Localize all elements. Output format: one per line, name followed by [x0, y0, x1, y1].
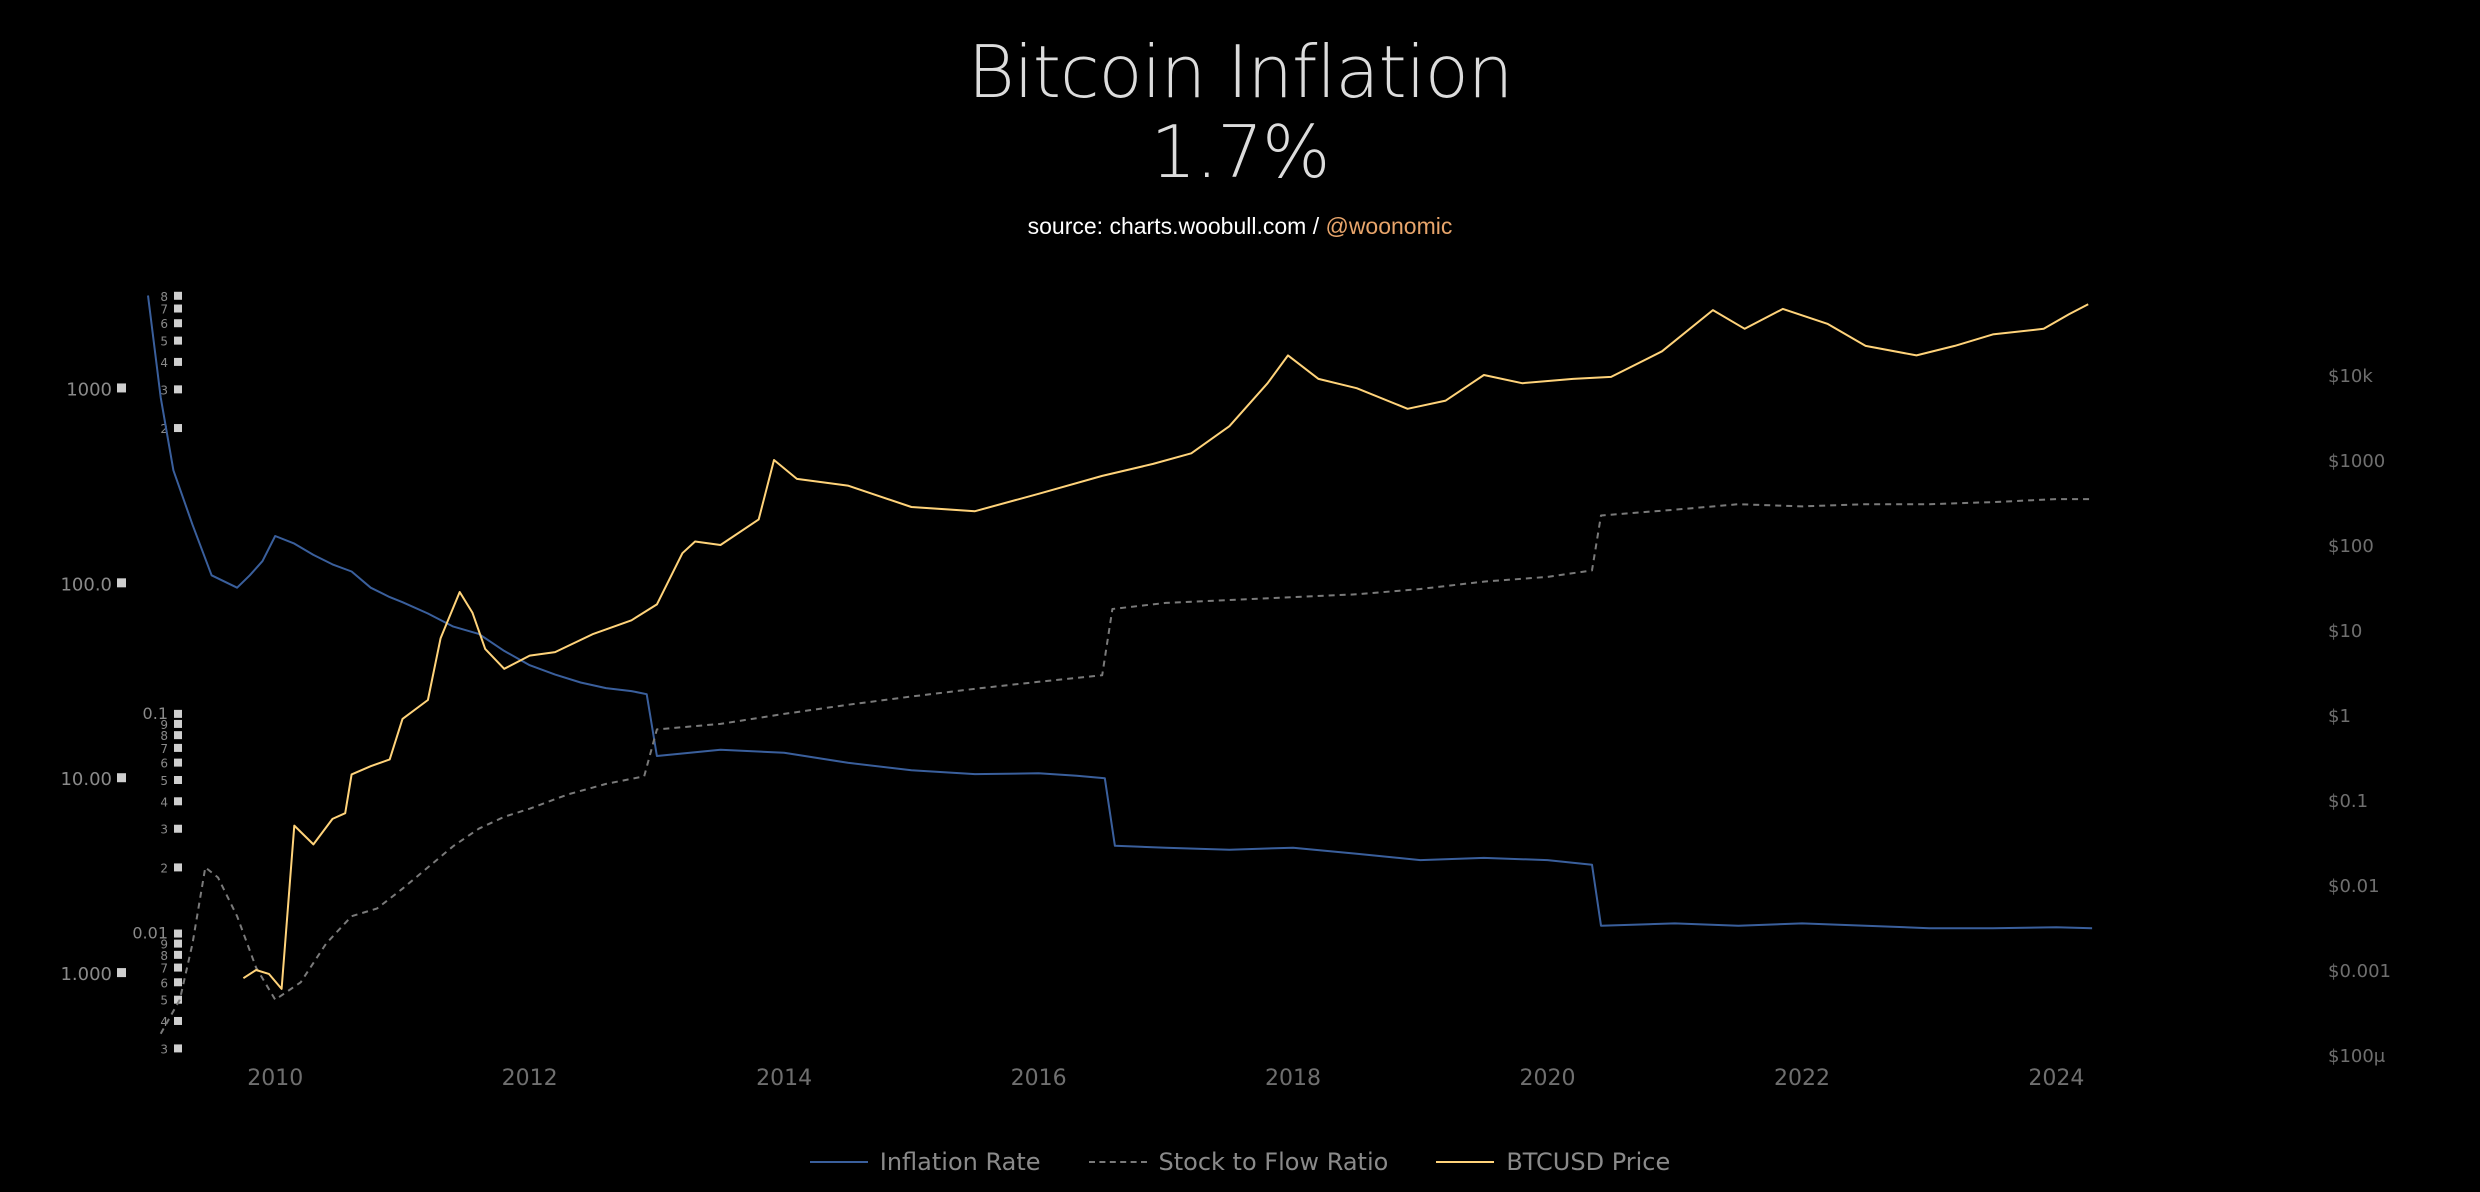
left-tick-label: 10.00	[60, 769, 112, 790]
x-tick-label: 2018	[1265, 1066, 1321, 1091]
source-handle-link[interactable]: @woonomic	[1325, 213, 1453, 239]
x-tick-label: 2024	[2028, 1066, 2084, 1091]
inner-tick-marker	[174, 336, 182, 345]
left-tick-marker	[117, 383, 126, 393]
inner-tick-marker	[174, 719, 182, 728]
right-tick-label: $10	[2328, 621, 2362, 642]
inner-tick-marker	[174, 731, 182, 740]
inner-tick-label: 6	[160, 317, 168, 331]
inner-tick-label: 4	[160, 1015, 168, 1029]
x-tick-label: 2016	[1011, 1066, 1067, 1091]
inner-tick-label: 4	[160, 795, 168, 809]
inner-tick-label: 6	[160, 976, 168, 990]
right-tick-label: $0.001	[2328, 961, 2391, 982]
inner-tick-label: 5	[160, 774, 168, 788]
inner-tick-marker	[174, 758, 182, 767]
inner-tick-marker	[174, 950, 182, 959]
x-tick-label: 2010	[247, 1066, 303, 1091]
inner-tick-label: 7	[160, 742, 168, 756]
inner-tick-label: 2	[160, 422, 168, 436]
inner-tick-label: 3	[160, 383, 168, 397]
inner-tick-marker	[174, 424, 182, 433]
legend-swatch-inflation-rate	[809, 1161, 868, 1163]
inner-tick-marker	[174, 929, 182, 938]
inner-tick-label: 5	[160, 335, 168, 349]
inner-tick-label: 4	[160, 356, 168, 370]
source-text: source: charts.woobull.com /	[1027, 213, 1326, 239]
left-tick-marker	[117, 968, 126, 978]
left-tick-label: 1000	[66, 379, 112, 400]
legend: Inflation Rate Stock to Flow Ratio BTCUS…	[0, 1148, 2480, 1176]
legend-swatch-stock-to-flow	[1088, 1161, 1147, 1163]
inner-tick-label: 8	[160, 949, 168, 963]
source-line: source: charts.woobull.com / @woonomic	[0, 213, 2480, 240]
legend-item-stock-to-flow[interactable]: Stock to Flow Ratio	[1088, 1148, 1389, 1176]
inner-tick-label: 7	[160, 962, 168, 976]
legend-label-stock-to-flow: Stock to Flow Ratio	[1158, 1148, 1389, 1176]
legend-label-btcusd-price: BTCUSD Price	[1506, 1148, 1671, 1176]
right-tick-label: $0.01	[2328, 876, 2380, 897]
inner-tick-marker	[174, 775, 182, 784]
inflation-value: 1.7%	[1150, 110, 1331, 194]
btcusd-price-line	[242, 303, 2089, 990]
inner-tick-label: 7	[160, 303, 168, 317]
left-tick-label: 100.0	[60, 574, 112, 595]
inner-tick-marker	[174, 385, 182, 394]
inner-tick-label: 0.01	[132, 924, 168, 943]
inner-tick-marker	[174, 319, 182, 328]
inner-tick-marker	[174, 357, 182, 366]
stock-to-flow-line	[159, 498, 2093, 1035]
inner-tick-label: 8	[160, 290, 168, 304]
inner-tick-label: 9	[160, 938, 168, 952]
right-tick-label: $100μ	[2328, 1046, 2386, 1067]
x-tick-label: 2014	[756, 1066, 812, 1091]
inner-tick-marker	[174, 1016, 182, 1025]
inner-tick-label: 3	[160, 1042, 168, 1056]
inner-tick-marker	[174, 978, 182, 987]
right-tick-label: $1	[2328, 706, 2351, 727]
x-tick-label: 2012	[502, 1066, 558, 1091]
inner-tick-label: 3	[160, 823, 168, 837]
left-tick-marker	[117, 578, 126, 588]
inner-tick-marker	[174, 743, 182, 752]
inner-tick-marker	[174, 709, 182, 718]
right-tick-label: $0.1	[2328, 791, 2368, 812]
inner-tick-marker	[174, 291, 182, 300]
inner-tick-marker	[174, 963, 182, 972]
inner-tick-marker	[174, 797, 182, 806]
inflation-rate-line	[147, 295, 2093, 930]
inner-tick-marker	[174, 863, 182, 872]
inner-tick-label: 6	[160, 757, 168, 771]
inner-tick-label: 2	[160, 861, 168, 875]
inner-tick-marker	[174, 824, 182, 833]
x-tick-label: 2022	[1774, 1066, 1830, 1091]
legend-item-btcusd-price[interactable]: BTCUSD Price	[1436, 1148, 1670, 1176]
inner-tick-label: 0.1	[143, 704, 168, 723]
inner-tick-label: 8	[160, 729, 168, 743]
right-tick-label: $1000	[2328, 451, 2385, 472]
legend-swatch-btcusd-price	[1436, 1161, 1495, 1163]
legend-item-inflation-rate[interactable]: Inflation Rate	[809, 1148, 1041, 1176]
left-tick-label: 1.000	[60, 964, 112, 985]
inner-tick-label: 9	[160, 718, 168, 732]
inner-tick-marker	[174, 995, 182, 1004]
inner-tick-marker	[174, 304, 182, 313]
right-tick-label: $100	[2328, 536, 2374, 557]
chart-title: Bitcoin Inflation	[967, 30, 1514, 114]
right-tick-label: $10k	[2328, 366, 2373, 387]
x-tick-label: 2020	[1520, 1066, 1576, 1091]
inner-tick-label: 5	[160, 994, 168, 1008]
legend-label-inflation-rate: Inflation Rate	[879, 1148, 1041, 1176]
inner-tick-marker	[174, 939, 182, 948]
left-tick-marker	[117, 773, 126, 783]
inner-tick-marker	[174, 1044, 182, 1053]
